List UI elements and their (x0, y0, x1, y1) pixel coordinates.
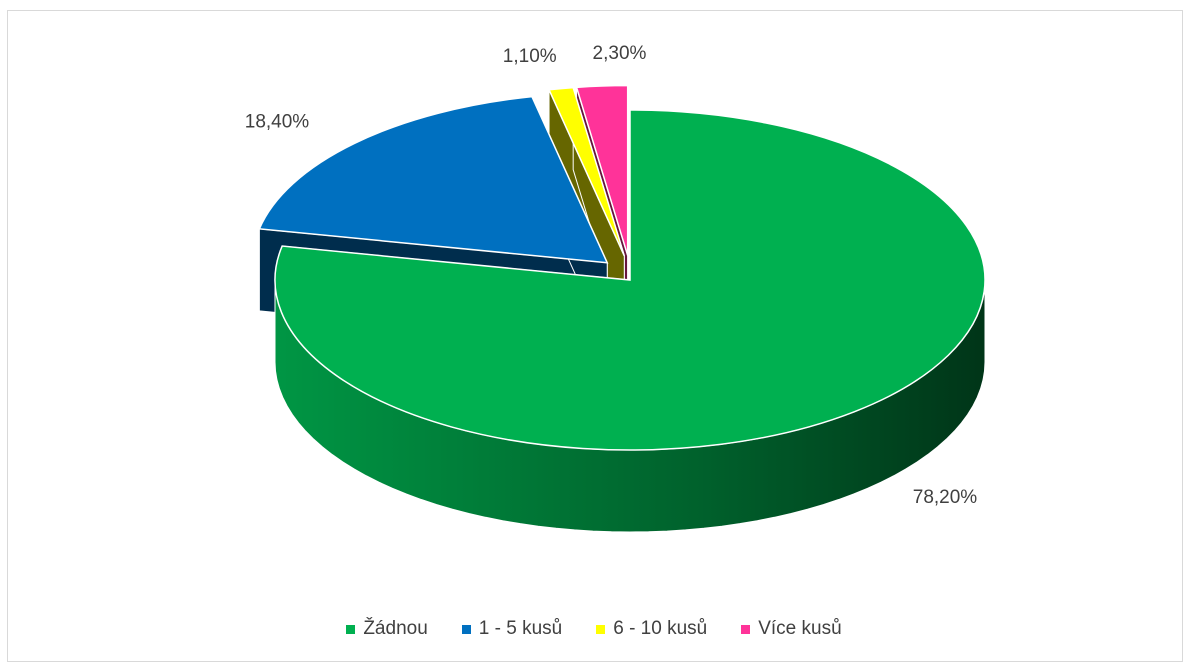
slice-6-10-kusu (547, 86, 626, 257)
slice-zadnou (274, 109, 986, 451)
data-label-6-10-kusu: 1,10% (503, 46, 557, 67)
slice-1-5-kusu (258, 95, 609, 264)
legend-item-vice-kusu: Více kusů (741, 618, 842, 640)
legend-label-6-10-kusu: 6 - 10 kusů (613, 618, 708, 639)
legend-swatch-vice-kusu (741, 624, 751, 634)
legend: Žádnou 1 - 5 kusů 6 - 10 kusů Více kusů (0, 618, 1188, 640)
legend-label-vice-kusu: Více kusů (758, 618, 842, 639)
legend-item-zadnou: Žádnou (346, 618, 428, 640)
legend-swatch-6-10-kusu (596, 624, 606, 634)
legend-swatch-zadnou (346, 624, 356, 634)
legend-label-1-5-kusu: 1 - 5 kusů (478, 618, 563, 639)
legend-label-zadnou: Žádnou (363, 618, 428, 639)
data-label-zadnou: 78,20% (913, 487, 978, 508)
legend-item-1-5-kusu: 1 - 5 kusů (461, 618, 563, 640)
slice-vice-kusu (575, 84, 629, 256)
data-label-vice-kusu: 2,30% (593, 43, 647, 64)
legend-swatch-1-5-kusu (461, 624, 471, 634)
data-label-1-5-kusu: 18,40% (245, 111, 310, 132)
legend-item-6-10-kusu: 6 - 10 kusů (596, 618, 707, 640)
